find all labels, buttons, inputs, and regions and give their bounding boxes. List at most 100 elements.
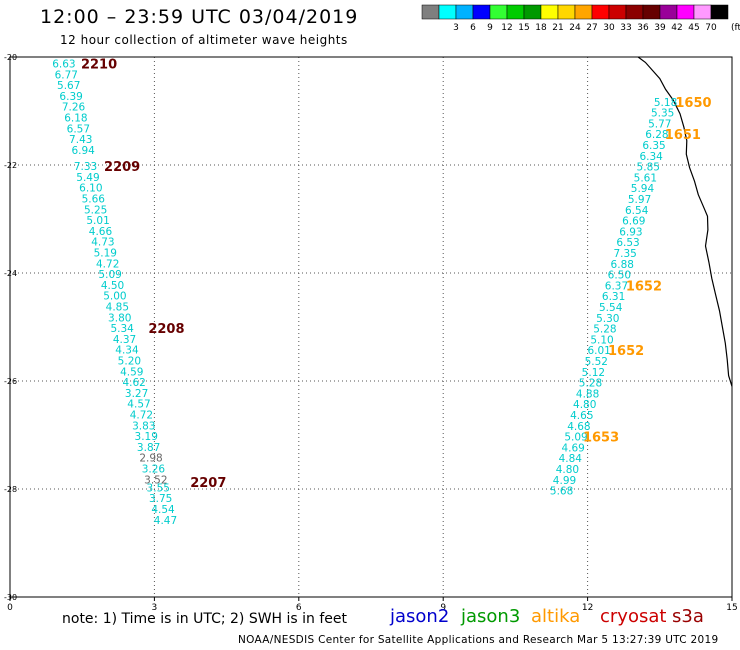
swh-label: 6.50 [608, 270, 631, 282]
footer-note: note: 1) Time is in UTC; 2) SWH is in fe… [62, 611, 348, 627]
swh-label: 4.54 [151, 504, 175, 516]
swh-label: 5.09 [98, 269, 121, 281]
satellite-s3a: s3a [672, 606, 704, 627]
satellite-jason2: jason2 [390, 606, 450, 627]
swh-label: 7.26 [62, 102, 86, 114]
swh-label: 4.65 [570, 410, 593, 422]
legend-unit: (ft) [731, 23, 740, 33]
swh-label: 5.97 [628, 194, 651, 206]
swh-label: 4.88 [576, 388, 599, 400]
swh-label: 5.10 [590, 334, 613, 346]
y-tick-label: -28 [4, 485, 17, 494]
satellite-cryosat: cryosat [600, 606, 667, 627]
swh-label: 5.66 [82, 193, 106, 205]
swh-label: 5.19 [94, 247, 117, 259]
swh-label: 2.98 [139, 453, 162, 465]
pass-time-label: 1652 [608, 344, 644, 359]
swh-label: 3.19 [135, 431, 158, 443]
swh-label: 6.54 [625, 205, 649, 217]
swh-label: 4.50 [101, 280, 124, 292]
legend-swatch [659, 4, 678, 20]
plot-grid [10, 57, 732, 597]
swh-label: 4.85 [106, 301, 129, 313]
legend-swatch [608, 4, 627, 20]
swh-label: 3.26 [142, 463, 166, 475]
legend-label: 42 [671, 23, 682, 33]
plot-frame [9, 56, 733, 598]
x-tick-label: 15 [726, 603, 737, 613]
swh-label: 5.94 [631, 183, 655, 195]
legend-swatch [693, 4, 712, 20]
swh-label: 5.49 [76, 172, 99, 184]
x-tick-label: 0 [7, 603, 13, 613]
swh-label: 7.35 [613, 248, 636, 260]
legend-swatch [591, 4, 610, 20]
swh-label: 5.35 [651, 108, 674, 120]
swh-label: 3.27 [125, 388, 148, 400]
swh-label: 4.59 [120, 366, 143, 378]
swh-label: 5.18 [654, 97, 677, 109]
swh-label: 4.69 [561, 442, 584, 454]
swh-label: 4.73 [91, 237, 114, 249]
legend-label: 9 [487, 23, 493, 33]
legend-label: 3 [453, 23, 459, 33]
swh-label: 5.12 [582, 367, 605, 379]
x-tick-label: 9 [440, 603, 446, 613]
footer-credit: NOAA/NESDIS Center for Satellite Applica… [238, 634, 719, 646]
swh-label: 4.66 [89, 226, 113, 238]
pass-time-label: 2210 [81, 57, 117, 72]
swh-label: 5.77 [648, 118, 671, 130]
y-tick-label: -24 [4, 269, 17, 278]
swh-label: 5.25 [84, 204, 107, 216]
swh-label: 4.80 [573, 399, 596, 411]
swh-label: 4.68 [567, 421, 590, 433]
y-tick-label: -22 [4, 161, 17, 170]
chart-title: 12:00 – 23:59 UTC 03/04/2019 [40, 6, 359, 28]
pass-time-label: 1651 [665, 128, 701, 143]
swh-label: 3.87 [137, 442, 160, 454]
swh-label: 6.28 [645, 129, 668, 141]
legend-swatch [676, 4, 695, 20]
pass-time-label: 2209 [104, 160, 140, 175]
legend-swatch [506, 4, 525, 20]
swh-label: 5.20 [118, 355, 141, 367]
legend-label: 24 [569, 23, 581, 33]
swh-label: 7.43 [69, 134, 92, 146]
y-tick-label: -26 [4, 377, 17, 386]
satellite-jason3: jason3 [461, 606, 521, 627]
swh-label: 5.01 [86, 215, 109, 227]
legend-label: 39 [654, 23, 666, 33]
legend-swatch [710, 4, 729, 20]
legend-swatch [455, 4, 474, 20]
swh-label: 4.34 [115, 345, 139, 357]
coastline-path [637, 56, 733, 387]
swh-marks: 6.636.775.676.397.266.186.577.436.94 7.33… [52, 57, 711, 526]
plot-axes: 0 3 6 9 12 15-20-22-24-26-28-30 [4, 53, 738, 613]
legend-label: 33 [620, 23, 631, 33]
legend-swatch [472, 4, 491, 20]
legend-label: 15 [518, 23, 529, 33]
swh-label: 6.37 [605, 280, 628, 292]
swh-label: 3.52 [144, 474, 167, 486]
swh-label: 6.69 [622, 216, 645, 228]
swh-label: 5.28 [579, 378, 602, 390]
swh-label: 6.88 [611, 259, 634, 271]
legend-label: 30 [603, 23, 615, 33]
swh-label: 5.68 [550, 486, 573, 498]
legend-swatch [574, 4, 593, 20]
swh-label: 4.57 [127, 399, 150, 411]
swh-label: 3.83 [132, 420, 155, 432]
swh-label: 6.10 [79, 183, 102, 195]
swh-label: 6.63 [52, 58, 75, 70]
legend-swatch [642, 4, 661, 20]
satellite-altika: altika [531, 606, 581, 627]
x-tick-label: 12 [582, 603, 593, 613]
swh-label: 4.84 [559, 453, 583, 465]
swh-label: 6.77 [55, 69, 78, 81]
legend-label: 12 [501, 23, 512, 33]
swh-label: 4.72 [96, 258, 119, 270]
legend-label: 21 [552, 23, 563, 33]
swh-label: 4.99 [553, 475, 576, 487]
x-tick-label: 6 [296, 603, 302, 613]
